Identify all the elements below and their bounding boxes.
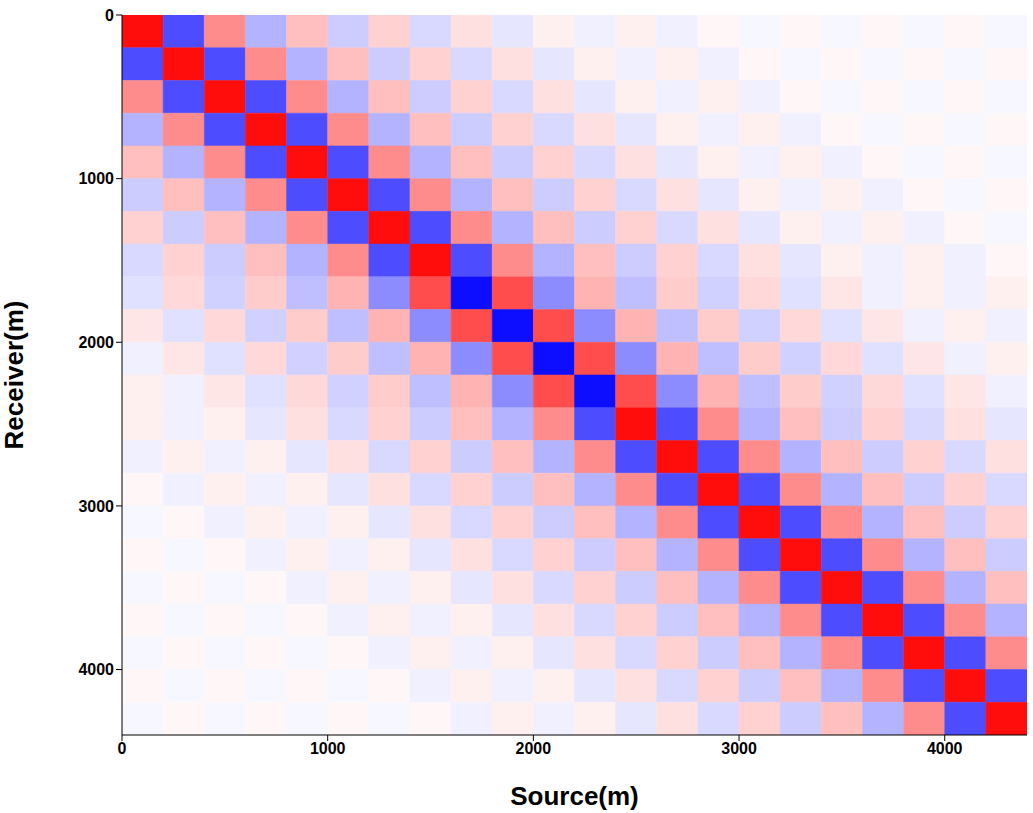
svg-text:4000: 4000: [78, 661, 114, 678]
svg-text:Receiver(m): Receiver(m): [0, 301, 29, 450]
svg-text:0: 0: [118, 740, 127, 757]
svg-text:3000: 3000: [721, 740, 757, 757]
svg-text:4000: 4000: [927, 740, 963, 757]
svg-text:Source(m): Source(m): [510, 781, 639, 811]
svg-text:1000: 1000: [310, 740, 346, 757]
svg-text:3000: 3000: [78, 498, 114, 515]
svg-text:2000: 2000: [516, 740, 552, 757]
svg-text:0: 0: [105, 7, 114, 24]
svg-text:2000: 2000: [78, 334, 114, 351]
svg-text:1000: 1000: [78, 170, 114, 187]
